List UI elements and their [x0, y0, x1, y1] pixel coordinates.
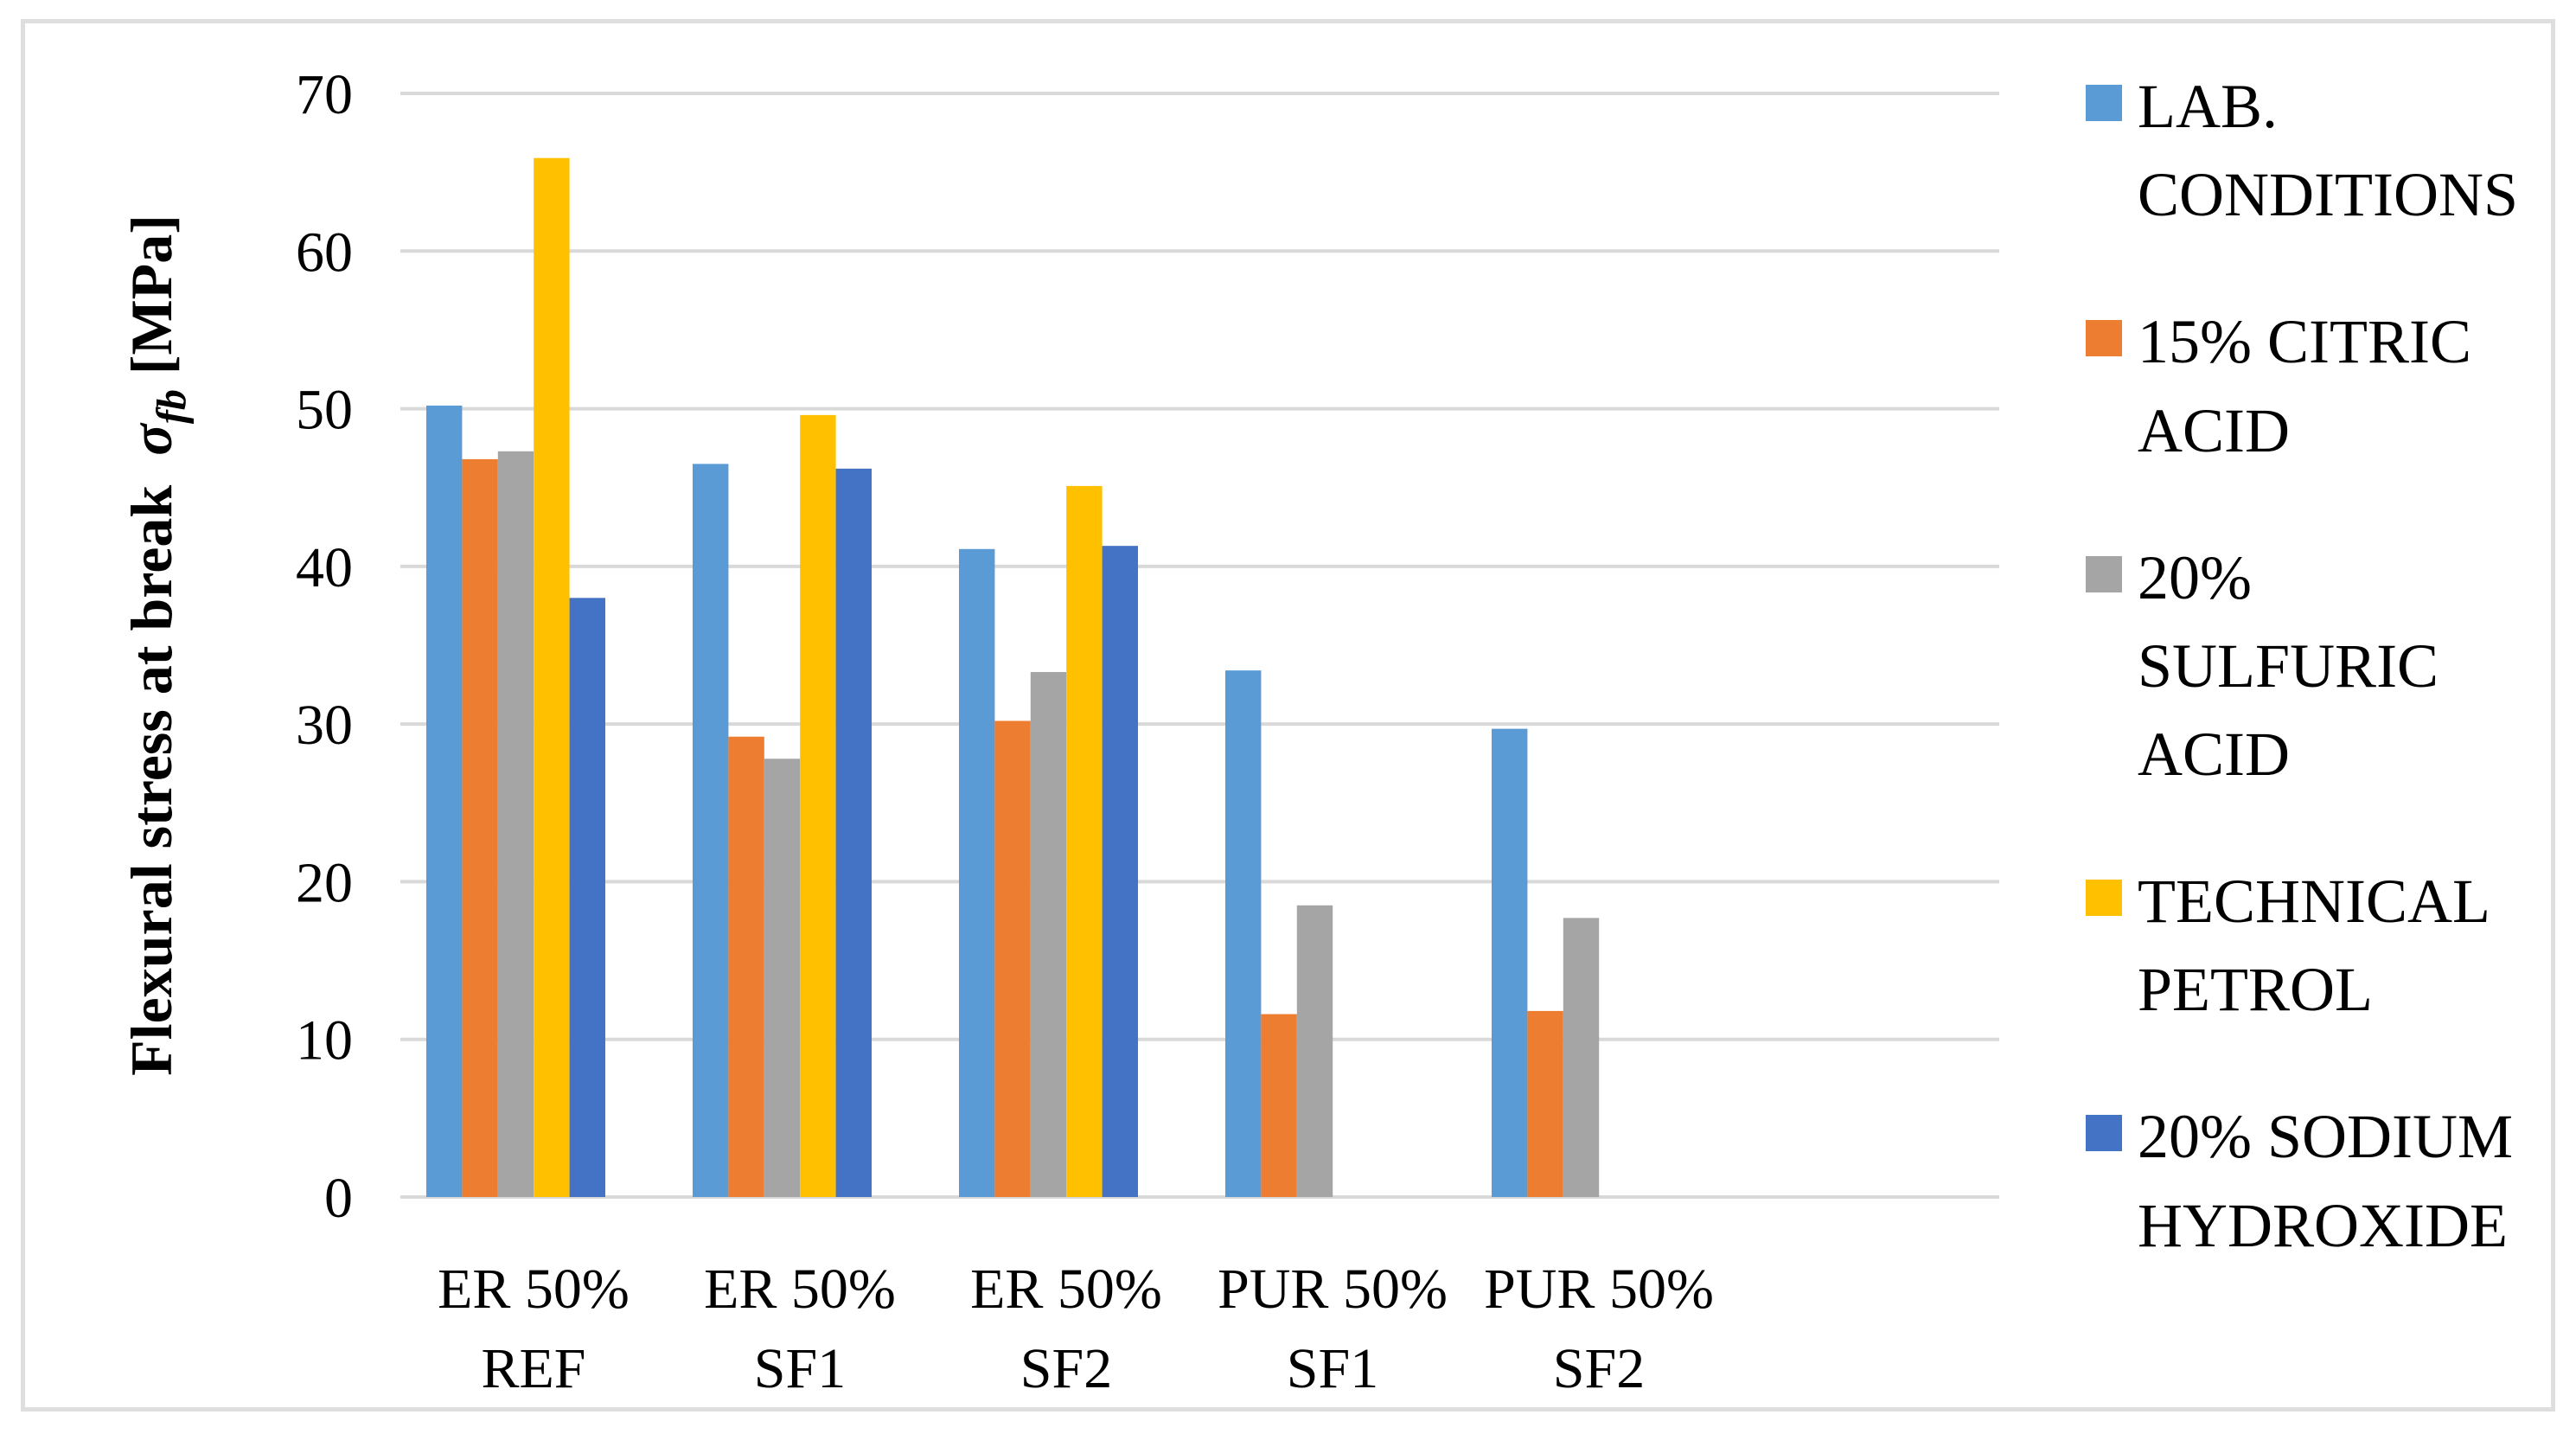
legend-swatch: [2086, 1115, 2122, 1152]
legend-item: LAB. CONDITIONS: [2086, 62, 2553, 239]
bar: [1066, 485, 1103, 1197]
bar: [1102, 546, 1138, 1197]
bar: [462, 458, 498, 1197]
y-tick-label: 10: [296, 1009, 353, 1072]
y-tick-label: 40: [296, 536, 353, 599]
bar: [569, 598, 605, 1197]
bar: [1261, 1014, 1297, 1197]
bar: [1492, 728, 1528, 1197]
gridlines: [400, 92, 1999, 1199]
legend-swatch: [2086, 320, 2122, 357]
x-category-label: ER 50% SF2: [970, 1258, 1162, 1400]
y-tick-label: 70: [296, 63, 353, 126]
legend-item: 15% CITRIC ACID: [2086, 298, 2553, 474]
legend-swatch: [2086, 85, 2122, 121]
y-tick-label: 60: [296, 221, 353, 284]
bar: [994, 720, 1031, 1197]
bar: [1296, 905, 1333, 1197]
x-axis-category-labels: ER 50% REF ER 50% SF1 ER 50% SF2 PUR 50% SF1 PUR…: [438, 1258, 1714, 1400]
bar: [1563, 918, 1600, 1197]
legend-swatch: [2086, 555, 2122, 592]
bar: [497, 451, 534, 1197]
legend-swatch: [2086, 880, 2122, 917]
bar: [835, 468, 872, 1197]
bar: [426, 405, 463, 1197]
legend-label: LAB. CONDITIONS: [2138, 72, 2518, 230]
bar: [1225, 670, 1262, 1197]
x-category-label: ER 50% REF: [438, 1258, 630, 1400]
y-tick-label: 20: [296, 851, 353, 914]
y-tick-label: 30: [296, 694, 353, 757]
bar-groups: [426, 157, 1600, 1197]
y-tick-label: 50: [296, 379, 353, 442]
legend-item: 20% SODIUM HYDROXIDE: [2086, 1092, 2553, 1269]
y-axis-title-text: Flexural stress at break: [118, 456, 184, 1076]
sigma-symbol: σ: [118, 422, 184, 456]
legend-label: 20% SODIUM HYDROXIDE: [2138, 1102, 2514, 1260]
legend-label: 20% SULFURIC ACID: [2138, 542, 2439, 790]
y-axis-tick-labels: 0 10 20 30 40 50 60 70: [296, 63, 353, 1230]
legend: LAB. CONDITIONS 15% CITRIC ACID 20% SULFUR…: [2086, 62, 2553, 1270]
x-category-label: PUR 50% SF2: [1484, 1258, 1714, 1400]
bar: [764, 759, 801, 1197]
y-axis-title-unit: [MPa]: [118, 214, 184, 389]
bar: [1030, 671, 1067, 1197]
sigma-subscript: fb: [149, 389, 195, 424]
bar: [800, 414, 836, 1197]
bar: [728, 736, 764, 1197]
x-category-label: PUR 50% SF1: [1218, 1258, 1448, 1400]
bar: [1527, 1010, 1563, 1197]
bar: [959, 548, 995, 1197]
y-axis-title: Flexural stress at break σfb [MPa]: [118, 214, 195, 1076]
legend-item: 20% SULFURIC ACID: [2086, 534, 2553, 799]
legend-label: TECHNICAL PETROL: [2138, 867, 2489, 1025]
legend-label: 15% CITRIC ACID: [2138, 307, 2471, 465]
x-category-label: ER 50% SF1: [704, 1258, 896, 1400]
y-tick-label: 0: [324, 1167, 353, 1230]
bar: [534, 157, 570, 1197]
legend-item: TECHNICAL PETROL: [2086, 857, 2553, 1034]
bar: [693, 464, 729, 1197]
